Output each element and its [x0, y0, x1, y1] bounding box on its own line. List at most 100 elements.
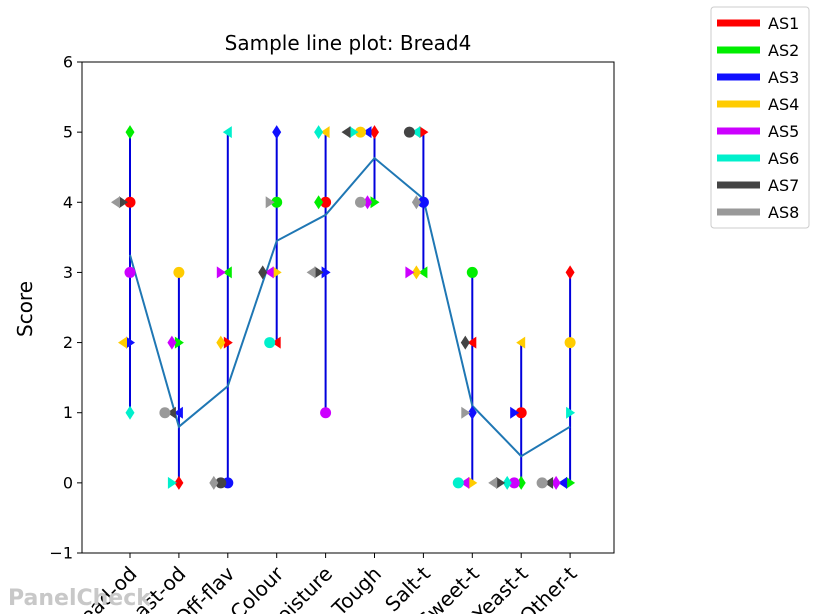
data-point [314, 125, 324, 140]
y-tick-label: 2 [63, 333, 73, 352]
y-tick-label: 0 [63, 473, 73, 492]
data-point [468, 476, 478, 489]
y-tick-label: 6 [63, 53, 73, 72]
data-point [341, 126, 351, 139]
data-point [460, 476, 470, 489]
data-point [320, 407, 332, 419]
y-tick-label: 5 [63, 123, 73, 142]
plot-frame [81, 61, 615, 554]
data-point [166, 406, 176, 419]
y-tick-label: −1 [49, 544, 73, 563]
data-point [502, 475, 512, 490]
legend-label: AS4 [768, 95, 799, 114]
y-tick-label: 3 [63, 263, 73, 282]
data-point [466, 266, 478, 278]
watermark-logo: PanelCheck [8, 586, 151, 611]
data-point [566, 406, 576, 419]
data-point [271, 336, 281, 349]
data-point [467, 336, 477, 349]
data-point [215, 477, 227, 489]
data-point [355, 196, 366, 208]
data-point [272, 266, 282, 279]
legend-label: AS8 [768, 203, 799, 222]
data-point [321, 266, 331, 279]
data-point [403, 126, 415, 138]
data-point [411, 126, 421, 139]
data-point [272, 125, 282, 140]
data-point [125, 405, 135, 420]
data-point [516, 336, 526, 349]
data-point [460, 335, 470, 350]
legend-frame [710, 6, 810, 229]
data-point [174, 475, 184, 490]
data-point [265, 196, 275, 209]
data-point [405, 266, 415, 279]
y-tick-label: 4 [63, 193, 73, 212]
data-point [419, 126, 429, 139]
data-point [565, 265, 575, 280]
data-point [510, 406, 520, 419]
data-point [306, 266, 316, 279]
data-point [159, 407, 171, 419]
data-point [119, 196, 128, 209]
data-point [349, 126, 359, 139]
data-point [496, 476, 506, 489]
legend-label: AS5 [768, 122, 799, 141]
data-point [173, 406, 183, 419]
data-point [418, 266, 428, 279]
data-point [111, 196, 120, 209]
data-point [488, 476, 498, 489]
data-point [515, 407, 527, 419]
data-point [564, 337, 576, 349]
data-point [271, 196, 283, 208]
data-point [558, 476, 568, 489]
legend-label: AS7 [768, 176, 799, 195]
data-point [461, 406, 471, 419]
data-point [411, 195, 421, 210]
data-points [111, 125, 576, 490]
data-point [320, 126, 330, 139]
y-axis: −1 0 1 2 3 4 5 6 [49, 53, 82, 563]
data-point [314, 195, 324, 210]
data-point [566, 476, 576, 489]
range-lines [129, 132, 572, 483]
data-point [551, 475, 561, 490]
chart-title: Sample line plot: Bread4 [225, 31, 472, 55]
data-point [216, 266, 226, 279]
data-point [452, 477, 464, 489]
data-point [544, 476, 554, 489]
y-axis-label: Score [13, 281, 37, 337]
data-point [216, 335, 226, 350]
data-point [126, 336, 135, 349]
data-point [118, 336, 127, 349]
data-point [370, 125, 379, 140]
data-point [173, 266, 185, 278]
data-point [417, 196, 429, 208]
data-point [314, 266, 324, 279]
data-point [209, 475, 219, 490]
data-point [125, 125, 135, 140]
legend-label: AS6 [768, 149, 799, 168]
data-point [258, 265, 268, 280]
data-point [355, 126, 366, 138]
data-point [167, 335, 177, 350]
legend-label: AS1 [768, 14, 799, 33]
data-point [222, 266, 232, 279]
data-point [362, 126, 372, 139]
data-point [508, 477, 520, 489]
data-point [167, 476, 177, 489]
legend-label: AS3 [768, 68, 799, 87]
data-point [124, 196, 136, 208]
data-point [223, 336, 233, 349]
data-point [222, 126, 232, 139]
data-point [320, 196, 332, 208]
y-tick-label: 1 [63, 403, 73, 422]
data-point [124, 266, 136, 278]
mean-line-group [129, 156, 571, 458]
data-point [467, 405, 477, 420]
data-point [411, 265, 421, 280]
data-point [264, 337, 276, 349]
data-point [363, 195, 372, 210]
legend: AS1 AS2 AS3 AS4 AS5 AS6 AS7 AS8 [710, 6, 810, 229]
